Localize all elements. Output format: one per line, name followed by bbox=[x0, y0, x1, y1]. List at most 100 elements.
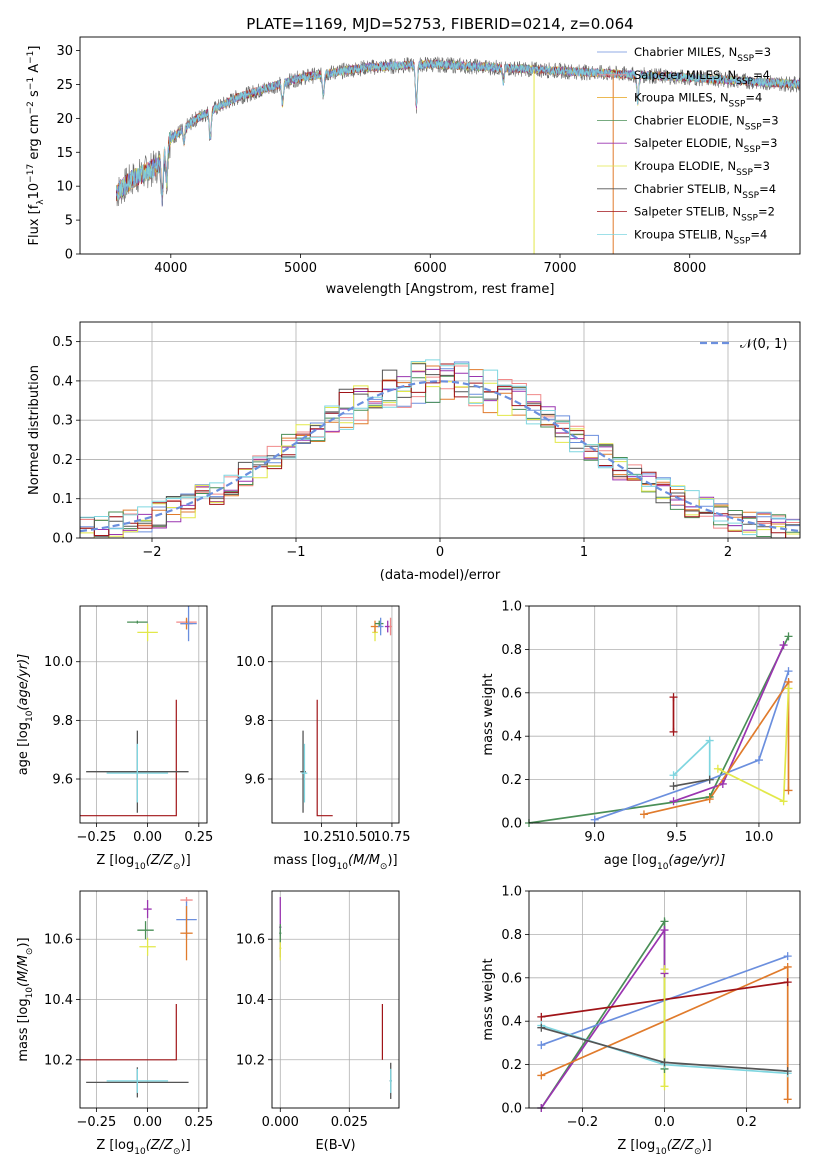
weight-point-marker bbox=[639, 810, 648, 819]
weight-point-marker bbox=[660, 1058, 669, 1067]
y-tick-label: 0.2 bbox=[52, 453, 73, 468]
y-tick-label: 0.6 bbox=[501, 686, 522, 701]
residuals-panel: −2 −1 0 1 2 0.0 0.1 0.2 0.3 0.4 0.5 𝒩(0, 1) (data-mo… bbox=[27, 321, 801, 583]
axes-frame bbox=[79, 36, 801, 255]
histogram-series bbox=[80, 363, 800, 538]
x-tick-label: 10.50 bbox=[338, 830, 375, 845]
legend-label: Salpeter ELODIE, NSSP=3 bbox=[634, 136, 777, 155]
weight-point-marker bbox=[754, 756, 763, 765]
weight-point-marker bbox=[705, 736, 714, 745]
x-tick-label: 10.75 bbox=[373, 830, 410, 845]
y-tick-label: 9.8 bbox=[52, 714, 73, 729]
weight-series-line bbox=[672, 738, 711, 780]
y-tick-label: 0.3 bbox=[52, 414, 73, 429]
x-axis-label: E(B-V) bbox=[315, 1138, 355, 1153]
weight-point-marker bbox=[590, 815, 599, 824]
x-tick-label: 9.0 bbox=[584, 830, 605, 845]
histogram-series bbox=[80, 359, 800, 538]
y-tick-label: 0.8 bbox=[501, 928, 522, 943]
x-axis-label: Z [log10(Z/Z⊙)] bbox=[96, 1138, 190, 1157]
y-tick-label: 0.1 bbox=[52, 492, 73, 507]
y-tick-label: 5 bbox=[65, 214, 73, 229]
y-axis-label: age [log10(age/yr)] bbox=[16, 654, 35, 776]
spectrum-panel: 4000 5000 6000 7000 8000 0 5 10 15 20 25 30 Chabrier… bbox=[26, 36, 801, 297]
legend-label: Salpeter MILES, NSSP=4 bbox=[634, 68, 770, 87]
weight-point-marker bbox=[669, 797, 678, 806]
normal-curve bbox=[80, 380, 800, 533]
weight-point-marker bbox=[669, 771, 678, 780]
y-tick-label: 10.2 bbox=[44, 1053, 73, 1068]
x-tick-label: 2 bbox=[724, 545, 732, 560]
y-tick-label: 0.4 bbox=[501, 1015, 522, 1030]
step-line bbox=[80, 1004, 177, 1061]
y-tick-label: 0.4 bbox=[52, 374, 73, 389]
weight-point-marker bbox=[705, 795, 714, 804]
y-tick-label: 0.0 bbox=[52, 532, 73, 547]
y-axis-label: mass [log10(M/M⊙)] bbox=[16, 937, 35, 1061]
y-tick-label: 1.0 bbox=[501, 885, 522, 900]
x-axis-label: wavelength [Angstrom, rest frame] bbox=[326, 282, 555, 297]
x-tick-label: 6000 bbox=[414, 261, 447, 276]
weight-series-line bbox=[540, 927, 666, 1108]
x-axis-label: Z [log10(Z/Z⊙)] bbox=[96, 853, 190, 872]
y-tick-label: 0.5 bbox=[52, 335, 73, 350]
y-tick-label: 0.0 bbox=[501, 1102, 522, 1117]
axes-frame bbox=[79, 890, 208, 1109]
x-tick-label: −2 bbox=[142, 545, 161, 560]
weight-point-marker bbox=[783, 1067, 792, 1076]
x-tick-label: 1 bbox=[580, 545, 588, 560]
weight-point-marker bbox=[705, 775, 714, 784]
x-tick-label: 0.00 bbox=[133, 1115, 162, 1130]
x-tick-label: 9.5 bbox=[666, 830, 687, 845]
x-tick-label: 4000 bbox=[154, 261, 187, 276]
legend-label: Kroupa ELODIE, NSSP=3 bbox=[634, 159, 770, 178]
x-axis-label: mass [log10(M/M⊙)] bbox=[273, 853, 397, 872]
step-line bbox=[80, 699, 177, 817]
y-tick-label: 0.2 bbox=[501, 1058, 522, 1073]
legend-label: Kroupa MILES, NSSP=4 bbox=[634, 91, 762, 110]
weight-point-marker bbox=[779, 797, 788, 806]
x-tick-label: 0.000 bbox=[262, 1115, 299, 1130]
x-tick-label: 10.0 bbox=[744, 830, 773, 845]
y-tick-label: 0.8 bbox=[501, 643, 522, 658]
x-tick-label: −0.2 bbox=[567, 1115, 599, 1130]
x-tick-label: 0.25 bbox=[184, 1115, 213, 1130]
weight-point-marker bbox=[783, 952, 792, 961]
y-tick-label: 0.6 bbox=[501, 971, 522, 986]
x-tick-label: 0.00 bbox=[133, 830, 162, 845]
figure-title: PLATE=1169, MJD=52753, FIBERID=0214, z=0… bbox=[246, 15, 633, 33]
weight-point-marker bbox=[537, 1041, 546, 1050]
axes-frame bbox=[528, 605, 801, 824]
weight-point-marker bbox=[660, 965, 669, 974]
legend-label: Chabrier STELIB, NSSP=4 bbox=[634, 182, 776, 201]
y-tick-label: 0.0 bbox=[501, 817, 522, 832]
y-tick-label: 10.6 bbox=[236, 933, 265, 948]
weight-point-marker bbox=[783, 962, 792, 971]
legend-label: Chabrier MILES, NSSP=3 bbox=[634, 45, 771, 64]
weight-point-marker bbox=[537, 1012, 546, 1021]
weight-series-line bbox=[673, 778, 710, 787]
weight-point-marker bbox=[779, 641, 788, 650]
weight-point-marker bbox=[537, 1071, 546, 1080]
y-tick-label: 9.8 bbox=[244, 714, 265, 729]
y-tick-label: 0.4 bbox=[501, 730, 522, 745]
y-tick-label: 9.6 bbox=[244, 773, 265, 788]
y-axis-label: Flux [fλ10−17 erg cm−2 s−1 A−1] bbox=[26, 46, 46, 246]
weight-point-marker bbox=[669, 782, 678, 791]
weight-series-line bbox=[529, 636, 790, 823]
age-vs-z-panel: −0.25 0.00 0.25 9.6 9.8 10.0 Z [log10(Z/Z⊙)] ag… bbox=[16, 605, 213, 872]
legend-label: Kroupa STELIB, NSSP=4 bbox=[634, 227, 767, 246]
y-tick-label: 0.2 bbox=[501, 773, 522, 788]
y-tick-label: 10.4 bbox=[236, 993, 265, 1008]
y-axis-label: mass weight bbox=[481, 958, 496, 1040]
weight-point-marker bbox=[718, 779, 727, 788]
weight-point-marker bbox=[660, 1082, 669, 1091]
axes-frame bbox=[79, 605, 208, 824]
mass-vs-ebv-panel: 0.000 0.025 10.2 10.4 10.6 E(B-V) bbox=[236, 890, 400, 1153]
y-tick-label: 20 bbox=[56, 112, 73, 127]
mass-vs-z-panel: −0.25 0.00 0.25 10.2 10.4 10.6 Z [log10(Z/Z⊙)]… bbox=[16, 890, 213, 1157]
x-axis-label: age [log10(age/yr)] bbox=[604, 853, 726, 872]
x-tick-label: 0.025 bbox=[331, 1115, 368, 1130]
